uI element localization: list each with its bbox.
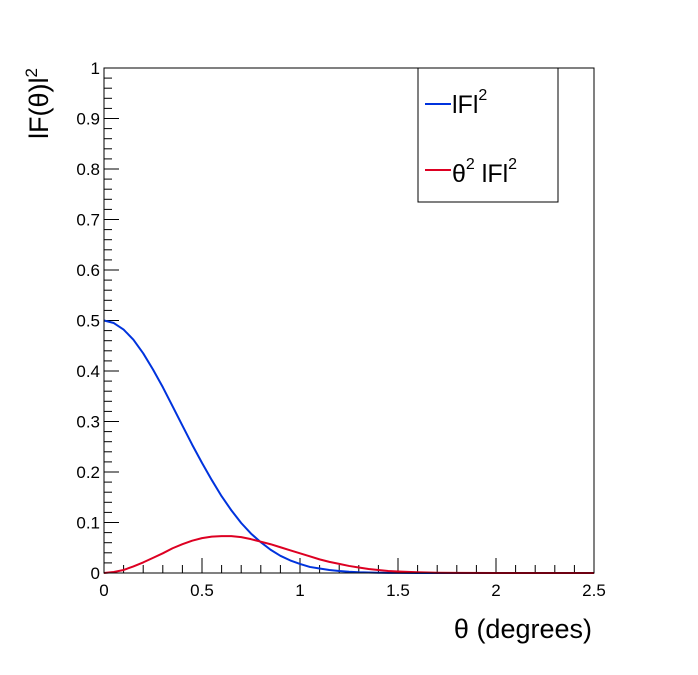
legend-entry-1: lFl2 xyxy=(425,87,487,119)
x-tick-label: 0.5 xyxy=(190,581,214,600)
x-tick-label: 1.5 xyxy=(386,581,410,600)
legend-label-1-sup: 2 xyxy=(478,87,487,104)
legend-label-1: lFl2 xyxy=(452,87,487,119)
x-tick-label: 2.5 xyxy=(582,581,606,600)
legend-label-2-suffix: lFl xyxy=(475,160,508,188)
legend-label-2: θ2 lFl2 xyxy=(452,156,517,188)
y-tick-label: 0.3 xyxy=(76,413,100,432)
y-tick-label: 0.9 xyxy=(76,110,100,129)
y-tick-label: 0.4 xyxy=(76,362,100,381)
legend-label-2-name: θ xyxy=(452,160,466,188)
legend-entry-2: θ2 lFl2 xyxy=(425,156,517,188)
y-tick-label: 0.2 xyxy=(76,463,100,482)
y-axis-title-base: lF(θ)l xyxy=(24,77,54,139)
legend-label-1-name: lFl xyxy=(452,91,478,119)
legend-box xyxy=(417,67,559,203)
x-tick-label: 2 xyxy=(491,581,500,600)
y-tick-label: 0.6 xyxy=(76,261,100,280)
x-tick-label: 1 xyxy=(295,581,304,600)
y-tick-label: 0.7 xyxy=(76,211,100,230)
y-tick-label: 0.1 xyxy=(76,514,100,533)
y-tick-label: 0 xyxy=(91,564,100,583)
y-tick-label: 1 xyxy=(91,59,100,78)
x-tick-label: 0 xyxy=(99,581,108,600)
plot-frame xyxy=(103,67,595,574)
legend-label-2-sup: 2 xyxy=(466,156,475,173)
legend: lFl2 θ2 lFl2 xyxy=(417,67,559,203)
y-axis-title-sup: 2 xyxy=(22,68,41,77)
x-axis-title: θ (degrees) xyxy=(454,614,592,644)
y-tick-label: 0.8 xyxy=(76,160,100,179)
axes-layer: 0 0.5 1 1.5 2 2.5 0 0.1 0.2 0.3 0.4 0.5 0.6 0.7 0.8 0.9… xyxy=(76,59,605,600)
legend-label-2-suffix-sup: 2 xyxy=(508,156,517,173)
y-tick-label: 0.5 xyxy=(76,312,100,331)
series-line-2 xyxy=(103,535,594,574)
y-axis-title: lF(θ)l2 xyxy=(22,68,54,139)
